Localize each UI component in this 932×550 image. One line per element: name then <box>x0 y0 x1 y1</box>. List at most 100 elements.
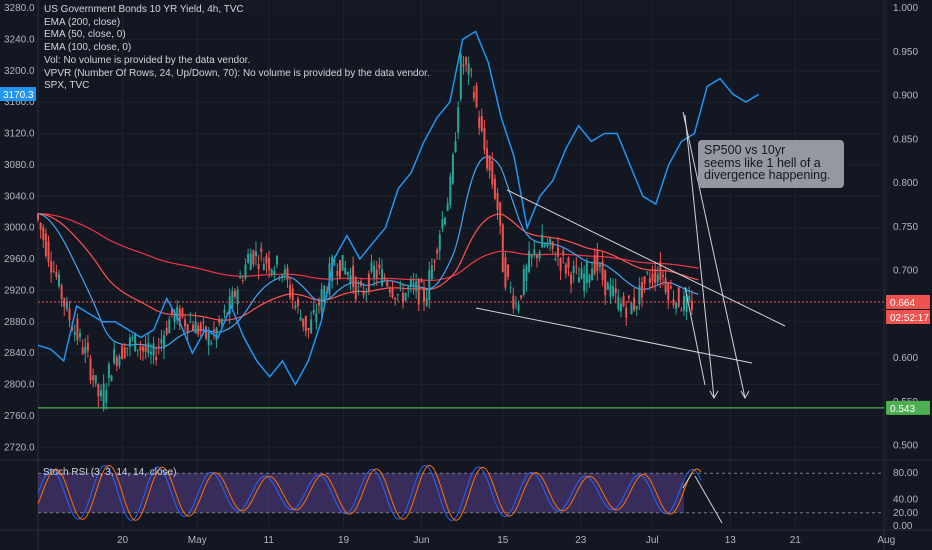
left-axis-tick-label: 3280.0 <box>4 3 35 14</box>
left-axis-tick-label: 3160.0 <box>4 97 35 108</box>
candle-body <box>606 282 609 290</box>
candle-body <box>604 269 607 296</box>
candle-body <box>433 260 436 262</box>
candle-body <box>113 349 116 364</box>
legend-symbol[interactable]: US Government Bonds 10 YR Yield, 4h, TVC <box>44 4 244 15</box>
x-axis-tick-label: 23 <box>575 535 587 546</box>
candle-body <box>323 285 326 300</box>
candle-body <box>570 274 573 285</box>
candle-body <box>499 202 502 226</box>
candle-body <box>294 305 297 308</box>
candle-body <box>462 64 465 67</box>
candle-body <box>157 345 160 347</box>
candle-body <box>178 308 181 326</box>
candle-body <box>609 285 612 297</box>
candle-body <box>556 247 559 257</box>
candle-body <box>512 295 515 309</box>
stoch-rsi-title[interactable]: Stoch RSI (3, 3, 14, 14, close) <box>43 467 177 478</box>
legend-ema100[interactable]: EMA (100, close, 0) <box>44 42 132 54</box>
candle-body <box>268 258 271 271</box>
candle-body <box>491 161 494 185</box>
candle-body <box>567 257 570 268</box>
trendline-lower <box>475 307 753 364</box>
stoch-axis-label: 0.00 <box>893 521 913 532</box>
candle-body <box>142 346 145 352</box>
right-axis-tick-label: 0.950 <box>893 47 918 58</box>
ema50-line <box>37 156 699 349</box>
x-axis-tick-label: 20 <box>117 535 129 546</box>
x-axis-tick-label: Aug <box>877 535 895 546</box>
candle-body <box>583 273 586 292</box>
support-badge: 0.543 <box>890 404 915 415</box>
x-axis-tick-label: May <box>188 535 207 546</box>
candle-body <box>572 266 575 273</box>
candle-body <box>296 298 299 307</box>
candle-body <box>315 313 318 323</box>
candle-body <box>593 255 596 274</box>
candle-body <box>446 203 449 212</box>
candle-body <box>549 238 552 245</box>
candle-body <box>86 342 89 351</box>
candle-body <box>194 321 197 334</box>
spx-last-badge: 3170.3 <box>3 90 34 101</box>
left-axis-tick-label: 2920.0 <box>4 285 35 296</box>
candle-body <box>367 273 370 292</box>
candle-body <box>559 258 562 271</box>
candle-body <box>507 265 510 277</box>
candle-body <box>244 264 247 279</box>
legend-ema50[interactable]: EMA (50, close, 0) <box>44 29 126 41</box>
candle-body <box>651 273 654 282</box>
legend-spx[interactable]: SPX, TVC <box>44 80 90 92</box>
candle-body <box>212 329 215 333</box>
candle-body <box>541 234 544 248</box>
candle-body <box>436 249 439 254</box>
candle-body <box>409 279 412 286</box>
stoch-axis-label: 40.00 <box>893 495 918 506</box>
stoch-arrow-down <box>694 475 723 524</box>
candle-body <box>354 277 357 300</box>
candle-body <box>304 315 307 332</box>
candle-body <box>310 319 313 334</box>
legend-ema200[interactable]: EMA (200, close) <box>44 16 121 28</box>
candle-body <box>383 277 386 280</box>
candle-body <box>520 295 523 299</box>
candle-body <box>467 63 470 75</box>
stoch-k-line <box>37 464 702 522</box>
candle-body <box>165 327 168 335</box>
candle-body <box>617 296 620 310</box>
candle-body <box>273 271 276 275</box>
candle-body <box>302 318 305 327</box>
candle-body <box>102 383 105 409</box>
candle-body <box>438 234 441 251</box>
candle-body <box>535 254 538 259</box>
candle-body <box>126 347 129 349</box>
legend-volume[interactable]: Vol: No volume is provided by the data v… <box>44 54 251 66</box>
candle-body <box>664 277 667 293</box>
candle-body <box>155 356 158 360</box>
candle-body <box>404 292 407 301</box>
candle-body <box>648 278 651 283</box>
candle-body <box>575 265 578 267</box>
candle-body <box>627 295 630 299</box>
stoch-arrow-up <box>682 472 693 489</box>
candle-body <box>675 303 678 310</box>
annotation-callout[interactable]: SP500 vs 10yr seems like 1 hell of a div… <box>698 140 844 188</box>
candle-body <box>275 256 278 265</box>
candle-body <box>596 250 599 271</box>
legend-vpvr[interactable]: VPVR (Number Of Rows, 24, Up/Down, 70): … <box>44 67 430 79</box>
candle-body <box>312 310 315 313</box>
candle-body <box>486 148 489 169</box>
candle-body <box>525 266 528 282</box>
candle-body <box>210 343 213 345</box>
candle-body <box>299 317 302 321</box>
stoch-axis-label: 20.00 <box>893 508 918 519</box>
candle-body <box>588 275 591 283</box>
candle-body <box>37 213 39 221</box>
candle-body <box>690 300 693 311</box>
candle-body <box>207 333 210 346</box>
candle-body <box>359 281 362 286</box>
candle-body <box>71 326 74 331</box>
candle-body <box>63 298 66 307</box>
candle-body <box>399 284 402 287</box>
